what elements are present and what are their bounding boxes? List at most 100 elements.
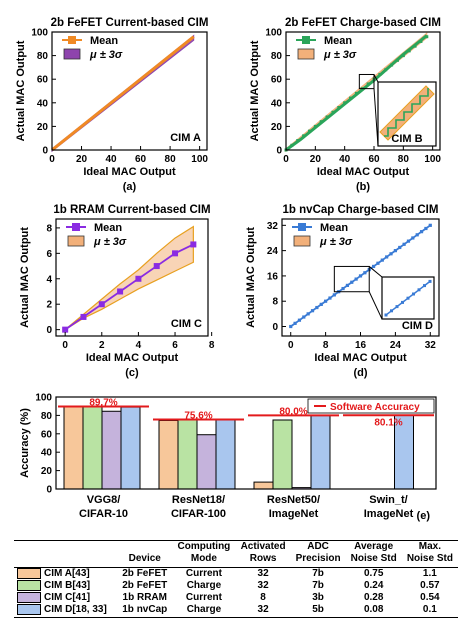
data-point [415,233,419,237]
y-axis-label: Actual MAC Output [249,40,261,141]
data-point [401,54,405,58]
y-tick-label: 80 [41,411,53,422]
table-cell: 8 [260,592,266,604]
data-point [398,245,402,250]
legend-marker [298,223,306,231]
x-axis-label: Ideal MAC Output [317,166,410,178]
inset-point [406,296,410,300]
data-point [385,255,389,259]
software-accuracy-label: 89.7% [89,397,117,408]
table-header-cell: Max. Noise Std [401,540,458,568]
panel-caption: (b) [356,181,370,193]
x-tick-label: 20 [76,154,88,165]
bar [253,481,274,490]
data-point [406,239,411,243]
y-tick-label: 0 [46,325,52,336]
data-point [345,283,350,288]
y-tick-label: 100 [265,28,282,39]
panel-label: CIM B [391,133,422,145]
table-row-label: CIM D[18, 33] [14,604,118,618]
panel-caption: (d) [353,367,367,379]
plot-frame [55,396,437,490]
legend-label-mean: Mean [320,222,348,234]
data-point [350,280,354,284]
y-tick-label: 60 [271,75,283,86]
data-point [331,110,335,114]
y-tick-label: 0 [276,146,282,157]
chart-title: 2b FeFET Current-based CIM [51,17,209,29]
table-header-text: Activated [240,541,286,552]
panel-caption: (c) [125,367,139,379]
x-axis-label: Ideal MAC Output [86,352,179,364]
x-tick-label: 24 [390,340,402,351]
table-cell: Charge [172,604,236,618]
data-point [354,277,358,281]
legend-label-band: μ ± 3σ [93,236,127,248]
table-cell: 32 [235,604,291,618]
y-tick-label: 80 [271,51,283,62]
table-row-label: CIM C[41] [14,592,117,604]
legend-label-band: μ ± 3σ [89,49,123,61]
bar [158,419,179,490]
table-cell: 0.75 [363,568,384,580]
inset-point [395,305,399,309]
data-point [349,96,353,100]
legend-swatch [17,592,41,604]
bar [101,410,122,490]
legend-swatch [17,604,41,616]
plot-frame [285,31,441,151]
panel-label: CIM D [402,320,433,332]
data-point [315,305,319,310]
data-point [376,261,380,265]
table-header-cell: Activated Rows [235,540,291,568]
table-row: CIM B[43] 2b FeFET Charge 32 7b 0.24 0.57 [14,580,458,592]
data-point [98,301,105,308]
data-point [425,35,429,39]
data-point [380,258,384,262]
data-point [363,271,367,275]
table-cell: 1b RRAM [122,592,167,604]
row-name: CIM B[43] [44,580,91,592]
data-point [313,124,317,128]
x-axis-label: Ideal MAC Output [314,352,407,364]
category-label: CIFAR-100 [171,508,226,520]
data-point [306,312,310,316]
inset-point [390,309,393,313]
plot-frame [55,218,209,337]
category-label: ResNet18/ [172,494,225,506]
table-cell: 2b FeFET [122,568,168,580]
table-cell: 0.57 [420,580,440,592]
table-row-label: CIM B[43] [14,580,117,592]
table-header-row: Device Computing Mode Activated Rows ADC Preci… [14,540,458,568]
x-tick-label: 0 [62,340,68,351]
table-header-text: Computing [177,541,231,552]
y-tick-label: 16 [267,271,279,282]
zoom-box [358,73,375,90]
data-point [302,315,306,319]
x-axis-label: Ideal MAC Output [83,166,176,178]
legend-label-band: μ ± 3σ [319,236,353,248]
data-point [289,324,293,329]
legend-swatch [67,235,85,247]
zoom-connector [373,88,379,147]
data-point [371,264,376,269]
data-point [324,299,328,303]
data-point [307,129,311,133]
chart-title: 1b RRAM Current-based CIM [53,204,210,216]
bar [196,434,217,490]
x-tick-label: 6 [172,340,178,351]
series-line [64,243,194,331]
x-tick-label: 0 [49,154,55,165]
zoom-connector [368,291,383,320]
x-tick-label: 40 [105,154,117,165]
data-point [190,241,197,248]
legend-label: Software Accuracy [330,402,420,413]
x-tick-label: 0 [288,340,294,351]
table-header-text: Noise Std [350,553,397,564]
x-tick-label: 0 [283,154,289,165]
table-cell: 0.1 [401,604,458,618]
data-point [419,39,423,43]
x-tick-label: 40 [339,154,351,165]
table-header-cell: Computing Mode [172,540,236,568]
data-point [358,274,363,278]
